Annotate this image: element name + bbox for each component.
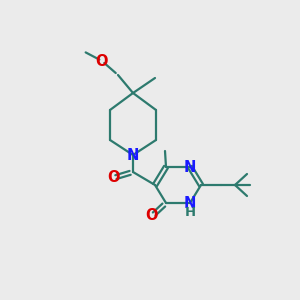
Text: O: O: [96, 53, 108, 68]
Text: N: N: [127, 148, 139, 163]
Text: N: N: [184, 160, 196, 175]
Text: H: H: [184, 206, 196, 220]
Text: N: N: [184, 196, 196, 211]
Text: O: O: [107, 170, 119, 185]
Text: O: O: [146, 208, 158, 224]
